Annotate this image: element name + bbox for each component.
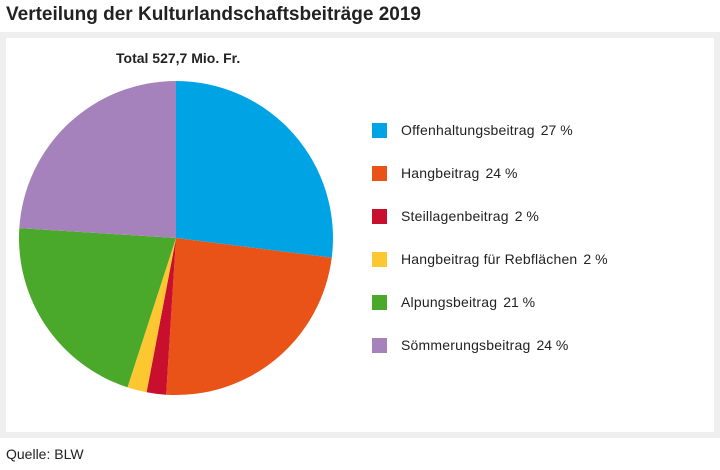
legend-label: Alpungsbeitrag: [401, 294, 498, 310]
legend-label: Sömmerungsbeitrag: [401, 337, 531, 353]
chart-title: Verteilung der Kulturlandschaftsbeiträge…: [6, 4, 421, 25]
legend-swatch: [372, 209, 387, 224]
legend-value: 27 %: [540, 122, 573, 138]
legend-swatch: [372, 252, 387, 267]
chart-area: Total 527,7 Mio. Fr. Offenhaltungsbeitra…: [6, 38, 714, 432]
pie-slice-1: [166, 238, 332, 395]
legend-swatch: [372, 338, 387, 353]
pie-slice-2: [146, 238, 176, 395]
legend-item: Hangbeitrag 24 %: [372, 165, 608, 208]
legend-item: Alpungsbeitrag 21 %: [372, 294, 608, 337]
legend-label: Hangbeitrag für Rebflächen: [401, 251, 578, 267]
chart-panel: Total 527,7 Mio. Fr. Offenhaltungsbeitra…: [0, 32, 720, 438]
legend-value: 2 %: [583, 251, 608, 267]
legend-value: 24 %: [536, 337, 569, 353]
legend-item: Sömmerungsbeitrag 24 %: [372, 337, 608, 380]
pie-slice-0: [176, 81, 333, 258]
pie-slice-4: [18, 228, 176, 388]
legend-swatch: [372, 295, 387, 310]
legend-label: Hangbeitrag: [401, 165, 480, 181]
chart-subtitle: Total 527,7 Mio. Fr.: [116, 50, 241, 66]
legend-value: 24 %: [485, 165, 518, 181]
pie-chart: [18, 81, 333, 395]
legend-swatch: [372, 166, 387, 181]
legend-item: Offenhaltungsbeitrag 27 %: [372, 122, 608, 165]
pie-slice-3: [127, 238, 176, 393]
legend-value: 21 %: [503, 294, 536, 310]
legend-item: Steillagenbeitrag 2 %: [372, 208, 608, 251]
legend-item: Hangbeitrag für Rebflächen 2 %: [372, 251, 608, 294]
legend-label: Offenhaltungsbeitrag: [401, 122, 535, 138]
legend-label: Steillagenbeitrag: [401, 208, 509, 224]
source-note: Quelle: BLW: [6, 446, 84, 462]
legend-value: 2 %: [514, 208, 539, 224]
pie-slice-5: [19, 81, 177, 238]
legend-swatch: [372, 123, 387, 138]
chart-legend: Offenhaltungsbeitrag 27 % Hangbeitrag 24 % S…: [372, 122, 608, 380]
